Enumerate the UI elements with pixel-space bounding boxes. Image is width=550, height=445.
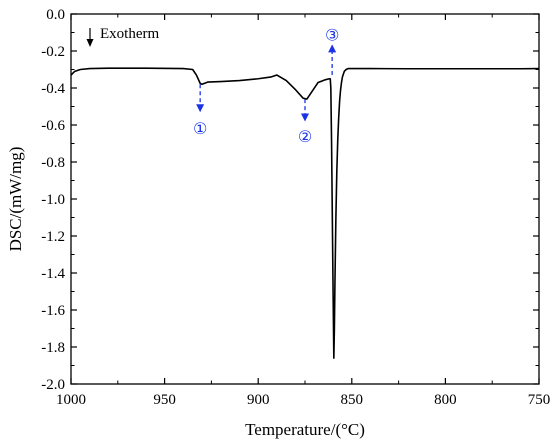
peak-marker-label: ②: [298, 127, 312, 146]
x-tick-label: 750: [528, 392, 550, 408]
x-tick-label: 950: [153, 392, 176, 408]
axis-tick-labels: 1000 950 900 850 800 750 0.0 -0.2 -0.4 -0.6 -0.8 -1…: [41, 7, 550, 408]
y-axis-title: DSC/(mW/mg): [6, 147, 25, 252]
peak-marker-label: ①: [193, 119, 207, 138]
y-tick-label: -0.6: [41, 118, 65, 134]
x-tick-label: 900: [247, 392, 270, 408]
x-tick-label: 800: [434, 392, 457, 408]
y-tick-label: -1.4: [41, 266, 65, 282]
x-tick-label: 850: [341, 392, 364, 408]
y-tick-label: -1.6: [41, 303, 65, 319]
dsc-curve: [70, 67, 540, 359]
peak-arrowhead-icon: [301, 113, 309, 122]
exotherm-label: Exotherm: [100, 26, 159, 42]
exotherm-annotation: Exotherm: [86, 26, 159, 47]
y-tick-label: -1.2: [41, 229, 65, 245]
y-tick-label: -1.8: [41, 340, 65, 356]
exotherm-arrowhead-icon: [86, 39, 94, 47]
annotations: ① ② ③: [193, 25, 339, 146]
y-tick-label: -0.8: [41, 155, 65, 171]
x-axis-title: Temperature/(°C): [245, 420, 365, 439]
peak-marker-label: ③: [325, 25, 339, 44]
y-tick-label: -0.2: [41, 44, 65, 60]
axis-ticks: [70, 13, 540, 385]
y-tick-label: 0.0: [46, 7, 65, 23]
peak-arrowhead-icon: [196, 104, 205, 113]
peak-arrowhead-icon: [328, 44, 337, 53]
y-tick-label: -0.4: [41, 81, 65, 97]
x-tick-label: 1000: [56, 392, 86, 408]
y-tick-label: -1.0: [41, 192, 65, 208]
y-tick-label: -2.0: [41, 377, 65, 393]
